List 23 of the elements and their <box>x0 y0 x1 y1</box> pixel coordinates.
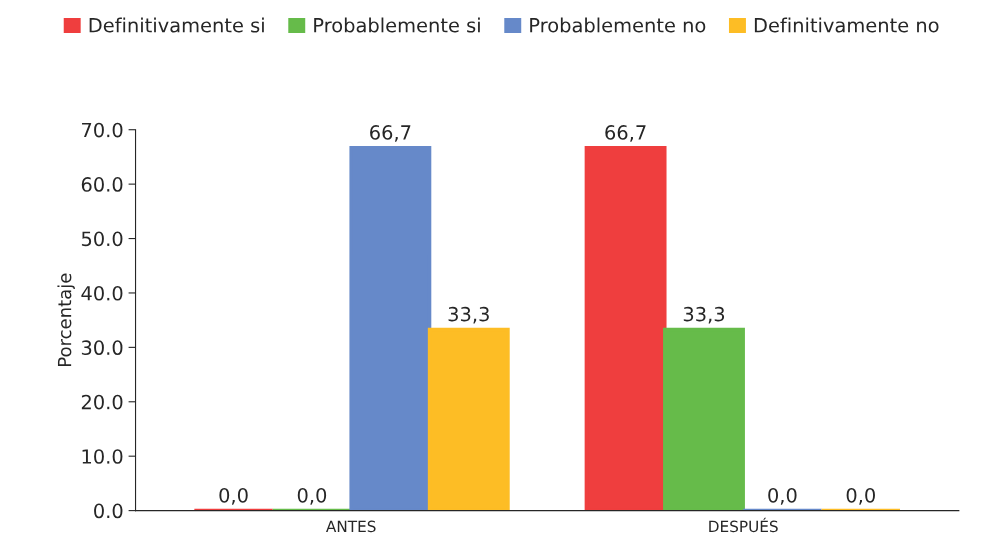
y-tick-label: 40.0 <box>81 285 123 301</box>
data-label: 66,7 <box>370 125 411 142</box>
legend-label: Probablemente no <box>530 17 706 33</box>
x-tick-label: ANTES <box>326 520 376 533</box>
data-label: 33,3 <box>448 306 489 324</box>
y-tick-label: 30.0 <box>81 340 123 356</box>
y-tick-label: 0.0 <box>94 503 123 519</box>
y-tick-label: 10.0 <box>82 449 123 464</box>
legend-label: Definitivamente si <box>89 17 264 33</box>
legend-label: Definitivamente no <box>754 17 939 33</box>
x-tick-label: DESPUÉS <box>709 517 778 533</box>
data-label: 0,0 <box>297 487 327 505</box>
data-label: 66,7 <box>605 125 646 142</box>
data-label: 0,0 <box>219 487 248 505</box>
y-tick-label: 20.0 <box>81 394 123 410</box>
y-axis-title: Porcentaje <box>57 273 75 366</box>
y-tick-label: 60.0 <box>81 177 123 192</box>
y-tick-label: 70.0 <box>82 122 123 138</box>
legend-label: Probablemente si <box>314 17 480 33</box>
data-label: 0,0 <box>846 487 875 505</box>
data-label: 0,0 <box>768 487 797 505</box>
data-label: 33,3 <box>683 306 725 324</box>
y-tick-label: 50.0 <box>81 231 123 247</box>
